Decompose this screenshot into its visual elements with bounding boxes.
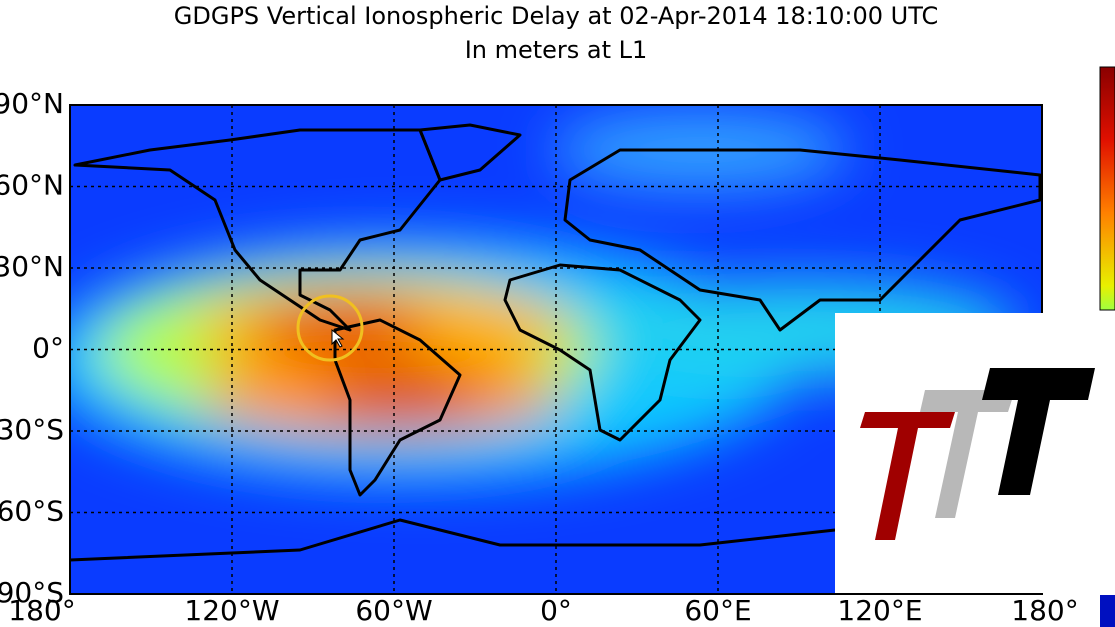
- lon-label: 0°: [540, 594, 572, 627]
- title: GDGPS Vertical Ionospheric Delay at 02-A…: [174, 2, 938, 30]
- lon-label: 120°E: [837, 594, 922, 627]
- lon-label: 60°E: [684, 594, 751, 627]
- coastlines: [70, 123, 1042, 562]
- lat-label: 60°S: [0, 495, 64, 528]
- lon-label: 180°: [1011, 594, 1078, 627]
- logo: [835, 313, 1115, 593]
- lat-label: 0°: [32, 332, 64, 365]
- cursor: [331, 328, 345, 348]
- lat-label: 30°N: [0, 250, 64, 283]
- colorbar: [1099, 66, 1115, 311]
- lon-label: 60°W: [355, 594, 432, 627]
- lat-label: 30°S: [0, 413, 64, 446]
- lat-label: 90°N: [0, 87, 64, 120]
- colorbar-bottom: [1100, 595, 1115, 627]
- lon-label: 180°: [8, 594, 75, 627]
- subtitle: In meters at L1: [465, 36, 648, 64]
- lon-label: 120°W: [184, 594, 279, 627]
- highlight-circle: [296, 294, 364, 362]
- lat-label: 90°S: [0, 576, 64, 609]
- lat-label: 60°N: [0, 169, 64, 202]
